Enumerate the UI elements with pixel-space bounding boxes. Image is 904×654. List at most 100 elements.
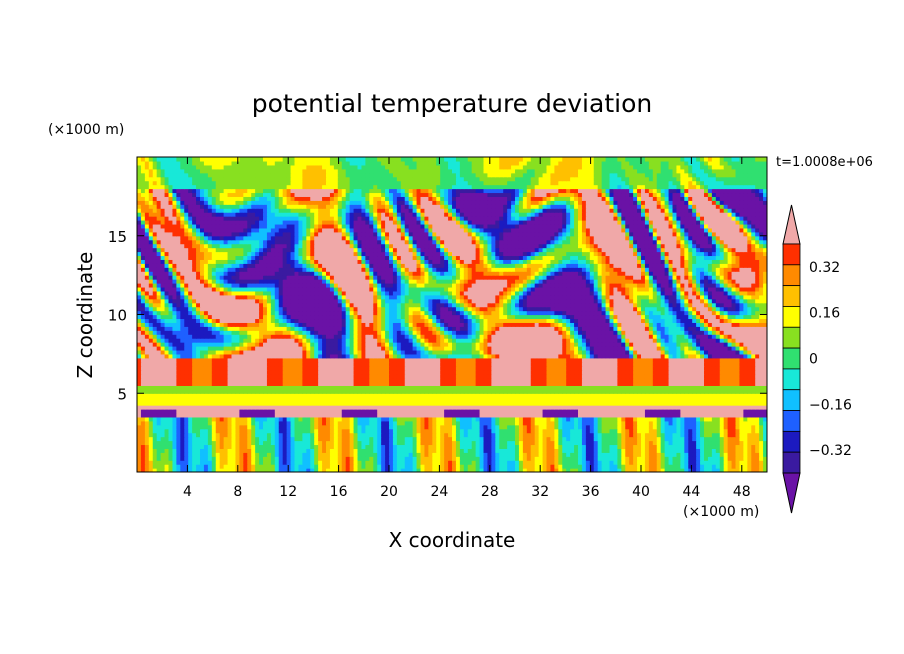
field-cell: [353, 420, 359, 426]
field-cell: [570, 432, 575, 438]
field-cell: [263, 420, 268, 426]
field-cell: [259, 448, 264, 453]
field-cell: [605, 401, 611, 406]
field-cell: [711, 353, 717, 359]
field-cell: [601, 377, 607, 383]
field-cell: [566, 361, 571, 367]
field-cell: [444, 361, 449, 367]
field-cell: [188, 456, 193, 461]
field-cell: [278, 444, 284, 449]
field-cell: [526, 373, 532, 379]
field-cell: [676, 420, 681, 426]
field-cell: [412, 405, 418, 410]
field-cell: [755, 416, 760, 422]
field-cell: [558, 424, 563, 430]
field-cell: [137, 440, 142, 446]
field-cell: [404, 460, 410, 465]
field-cell: [538, 401, 544, 406]
field-cell: [137, 456, 142, 461]
field-cell: [392, 416, 398, 422]
field-cell: [278, 440, 284, 446]
field-cell: [479, 377, 485, 383]
field-cell: [215, 381, 221, 386]
field-cell: [164, 346, 170, 351]
field-cell: [530, 432, 536, 438]
field-cell: [452, 432, 457, 438]
field-cell: [377, 373, 382, 379]
field-cell: [333, 428, 339, 434]
field-cell: [314, 393, 319, 398]
field-cell: [491, 397, 496, 402]
field-cell: [562, 448, 567, 453]
field-cell: [644, 412, 650, 418]
field-cell: [696, 432, 701, 438]
field-cell: [428, 456, 433, 461]
field-cell: [322, 452, 327, 457]
field-cell: [585, 381, 591, 386]
field-cell: [511, 361, 516, 367]
field-cell: [723, 420, 729, 426]
field-cell: [704, 409, 709, 414]
field-cell: [676, 381, 681, 386]
field-cell: [412, 349, 418, 355]
field-cell: [298, 349, 303, 355]
field-cell: [617, 385, 622, 390]
field-cell: [479, 468, 485, 472]
field-cell: [172, 452, 177, 457]
field-cell: [637, 420, 642, 426]
field-cell: [546, 361, 552, 367]
field-cell: [329, 381, 335, 386]
field-cell: [239, 452, 244, 457]
field-cell: [700, 377, 705, 383]
field-cell: [365, 468, 370, 472]
field-cell: [625, 456, 630, 461]
field-cell: [680, 452, 685, 457]
field-cell: [144, 456, 150, 461]
field-cell: [617, 405, 622, 410]
field-cell: [337, 468, 343, 472]
field-cell: [144, 365, 150, 371]
field-cell: [392, 393, 398, 398]
field-cell: [534, 365, 540, 371]
field-cell: [507, 448, 512, 453]
field-cell: [420, 385, 426, 390]
field-cell: [349, 389, 355, 394]
field-cell: [546, 452, 552, 457]
field-cell: [337, 385, 343, 390]
field-cell: [495, 377, 500, 383]
field-cell: [144, 389, 150, 394]
field-cell: [684, 385, 689, 390]
field-cell: [719, 393, 725, 398]
field-cell: [168, 432, 174, 438]
field-cell: [479, 432, 485, 438]
field-cell: [727, 349, 733, 355]
field-cell: [400, 405, 406, 410]
field-cell: [711, 369, 717, 375]
field-cell: [270, 409, 276, 414]
field-cell: [416, 361, 422, 367]
field-cell: [389, 460, 394, 465]
field-cell: [581, 436, 587, 442]
field-cell: [337, 405, 343, 410]
field-cell: [711, 412, 717, 418]
field-cell: [168, 416, 174, 422]
field-cell: [255, 412, 260, 418]
field-cell: [345, 432, 351, 438]
field-cell: [168, 456, 174, 461]
field-cell: [546, 377, 552, 383]
field-cell: [322, 405, 327, 410]
field-cell: [574, 369, 579, 375]
field-cell: [648, 420, 654, 426]
field-cell: [381, 440, 386, 446]
field-cell: [542, 369, 548, 375]
field-cell: [597, 401, 603, 406]
field-cell: [719, 436, 725, 442]
field-cell: [676, 412, 681, 418]
field-cell: [495, 460, 500, 465]
field-cell: [140, 405, 146, 410]
field-cell: [270, 346, 276, 351]
field-cell: [660, 436, 666, 442]
field-cell: [140, 420, 146, 426]
field-cell: [389, 432, 394, 438]
field-cell: [463, 401, 469, 406]
